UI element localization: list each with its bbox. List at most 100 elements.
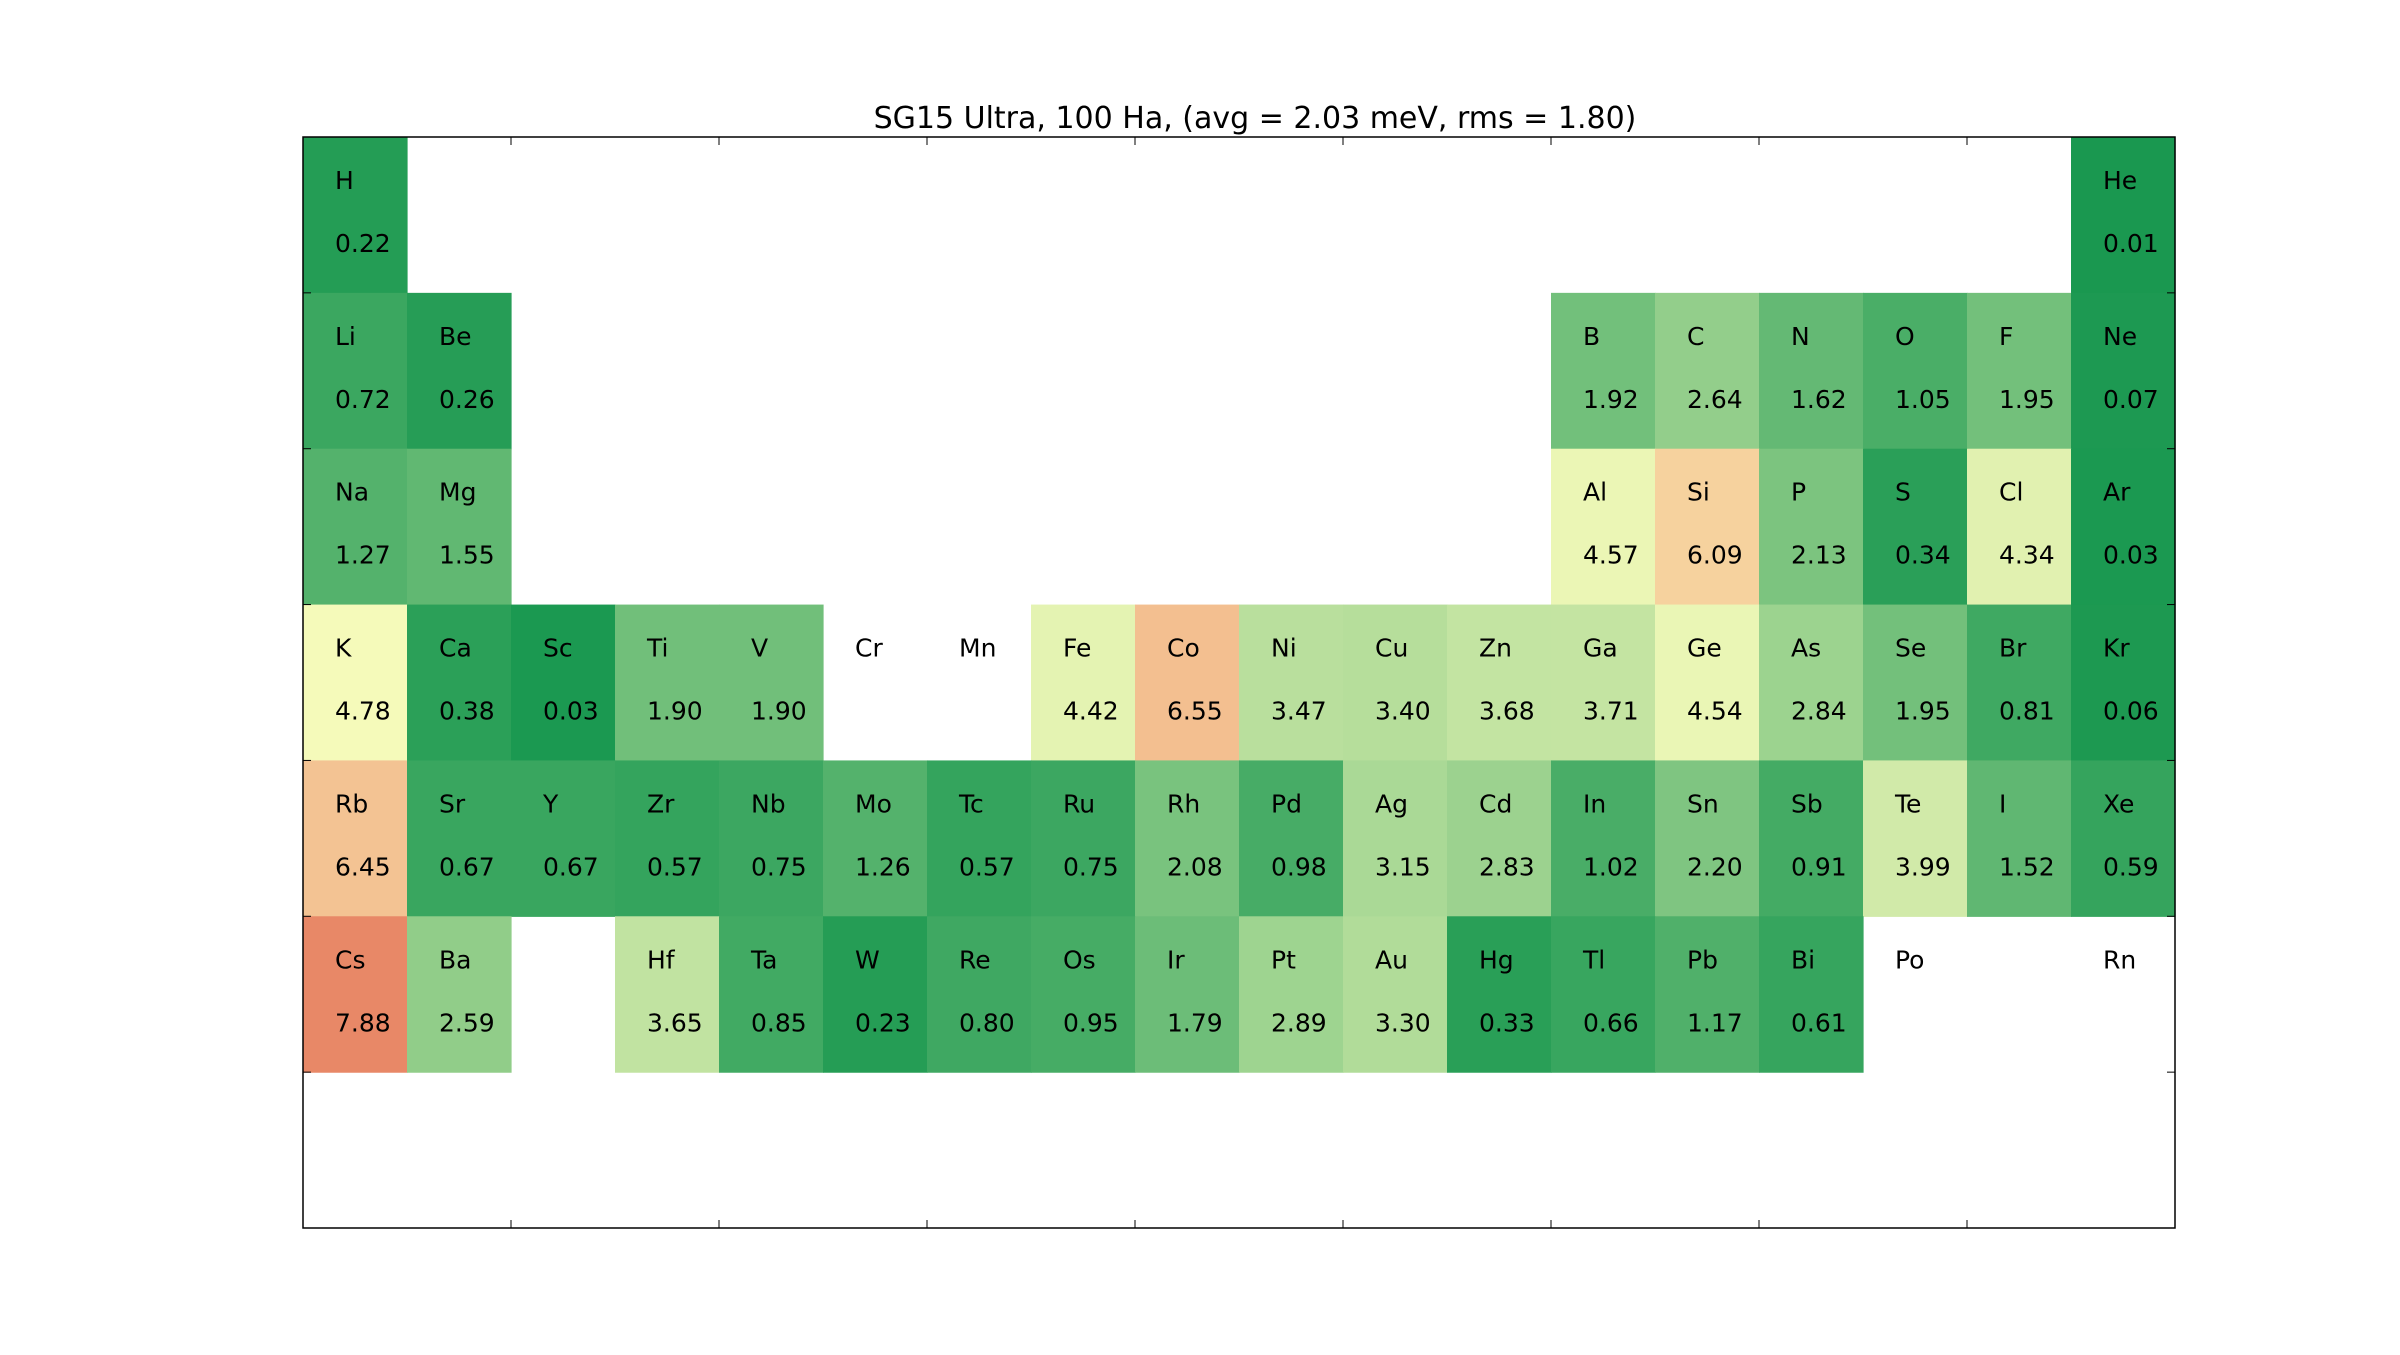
heat-cell — [407, 448, 512, 606]
element-value: 0.98 — [1271, 852, 1327, 881]
element-value: 0.34 — [1895, 541, 1951, 570]
element-value: 3.47 — [1271, 697, 1327, 726]
element-symbol: Ru — [1063, 789, 1095, 818]
heat-cell — [2071, 760, 2176, 917]
element-symbol: Al — [1583, 478, 1607, 507]
heat-cell — [1655, 448, 1760, 606]
heat-cell — [1239, 604, 1344, 762]
element-symbol: N — [1791, 322, 1810, 351]
element-cell-hg: Hg 0.33 — [1447, 916, 1552, 1073]
element-symbol: Ag — [1375, 789, 1408, 818]
element-value: 3.15 — [1375, 852, 1431, 881]
heat-cell — [1343, 916, 1448, 1073]
element-cell-cl: Cl 4.34 — [1967, 448, 2072, 606]
element-cell-h: H 0.22 — [303, 137, 408, 294]
element-cell-i: I 1.52 — [1967, 760, 2072, 917]
element-value: 6.55 — [1167, 697, 1223, 726]
element-value: 3.30 — [1375, 1008, 1431, 1037]
element-cell-cr: Cr — [855, 634, 883, 663]
element-cell-in: In 1.02 — [1551, 760, 1656, 917]
heat-cell — [303, 137, 408, 294]
heat-cell — [1239, 916, 1344, 1073]
element-cell-ta: Ta 0.85 — [719, 916, 824, 1073]
element-symbol: Ca — [439, 634, 472, 663]
element-cell-tc: Tc 0.57 — [927, 760, 1032, 917]
element-cell-zr: Zr 0.57 — [615, 760, 720, 917]
element-value: 2.59 — [439, 1008, 495, 1037]
element-value: 1.26 — [855, 852, 911, 881]
element-cell-ag: Ag 3.15 — [1343, 760, 1448, 917]
element-cell-rb: Rb 6.45 — [303, 760, 408, 917]
element-cell-ar: Ar 0.03 — [2071, 448, 2176, 606]
element-symbol: Ga — [1583, 634, 1618, 663]
heat-cell — [1239, 760, 1344, 917]
element-cell-ge: Ge 4.54 — [1655, 604, 1760, 762]
element-value: 1.79 — [1167, 1008, 1223, 1037]
heat-cell — [407, 760, 512, 917]
element-symbol: Y — [542, 789, 559, 818]
element-value: 1.90 — [751, 697, 807, 726]
element-value: 1.02 — [1583, 852, 1639, 881]
heat-cell — [823, 916, 928, 1073]
heat-cell — [1967, 604, 2072, 762]
element-cell-ca: Ca 0.38 — [407, 604, 512, 762]
heat-cell — [511, 760, 616, 917]
element-cell-bi: Bi 0.61 — [1759, 916, 1864, 1073]
element-cell-re: Re 0.80 — [927, 916, 1032, 1073]
element-value: 4.54 — [1687, 697, 1743, 726]
element-cell-rn: Rn — [2103, 945, 2136, 974]
element-symbol: F — [1999, 322, 2013, 351]
element-symbol: I — [1999, 789, 2006, 818]
element-symbol: Pb — [1687, 945, 1718, 974]
heat-cell — [1863, 292, 1968, 450]
element-symbol: Rb — [335, 789, 368, 818]
element-cell-cu: Cu 3.40 — [1343, 604, 1448, 762]
heat-cell — [407, 604, 512, 762]
element-value: 0.38 — [439, 697, 495, 726]
element-symbol: Br — [1999, 634, 2027, 663]
element-cell-c: C 2.64 — [1655, 292, 1760, 450]
heat-cell — [1447, 604, 1552, 762]
element-symbol: Re — [959, 945, 991, 974]
heat-cell — [615, 760, 720, 917]
plot-frame — [302, 136, 2176, 1229]
element-cell-na: Na 1.27 — [303, 448, 408, 606]
element-symbol: Rn — [2103, 945, 2136, 974]
element-symbol: Mo — [855, 789, 892, 818]
element-value: 0.01 — [2103, 229, 2159, 258]
element-symbol: Ta — [750, 945, 777, 974]
element-cells: H 0.22 He 0.01 Li 0.72 Be 0.26 B 1.92 C 2.64 N 1.62 O 1… — [303, 137, 2176, 1073]
heat-cell — [719, 760, 824, 917]
element-cell-ga: Ga 3.71 — [1551, 604, 1656, 762]
element-value: 0.03 — [543, 697, 599, 726]
element-symbol: Ni — [1271, 634, 1297, 663]
heat-cell — [1967, 760, 2072, 917]
element-symbol: Sb — [1791, 789, 1823, 818]
element-value: 0.57 — [959, 852, 1015, 881]
element-cell-ti: Ti 1.90 — [615, 604, 720, 762]
element-symbol: Sc — [543, 634, 573, 663]
element-value: 1.62 — [1791, 385, 1847, 414]
element-value: 6.09 — [1687, 541, 1743, 570]
heat-cell — [1863, 760, 1968, 917]
element-value: 3.68 — [1479, 697, 1535, 726]
element-symbol: Ne — [2103, 322, 2137, 351]
element-cell-s: S 0.34 — [1863, 448, 1968, 606]
element-value: 0.61 — [1791, 1008, 1847, 1037]
element-symbol: W — [855, 945, 880, 974]
element-value: 3.65 — [647, 1008, 703, 1037]
heat-cell — [1447, 760, 1552, 917]
element-value: 0.03 — [2103, 541, 2159, 570]
element-symbol: P — [1791, 478, 1806, 507]
heat-cell — [2071, 448, 2176, 606]
element-value: 0.75 — [1063, 852, 1119, 881]
heat-cell — [1551, 292, 1656, 450]
heat-cell — [1655, 604, 1760, 762]
element-value: 0.22 — [335, 229, 391, 258]
element-symbol: He — [2103, 166, 2137, 195]
element-value: 1.92 — [1583, 385, 1639, 414]
heat-cell — [1655, 916, 1760, 1073]
element-symbol: Hg — [1479, 945, 1514, 974]
element-cell-si: Si 6.09 — [1655, 448, 1760, 606]
